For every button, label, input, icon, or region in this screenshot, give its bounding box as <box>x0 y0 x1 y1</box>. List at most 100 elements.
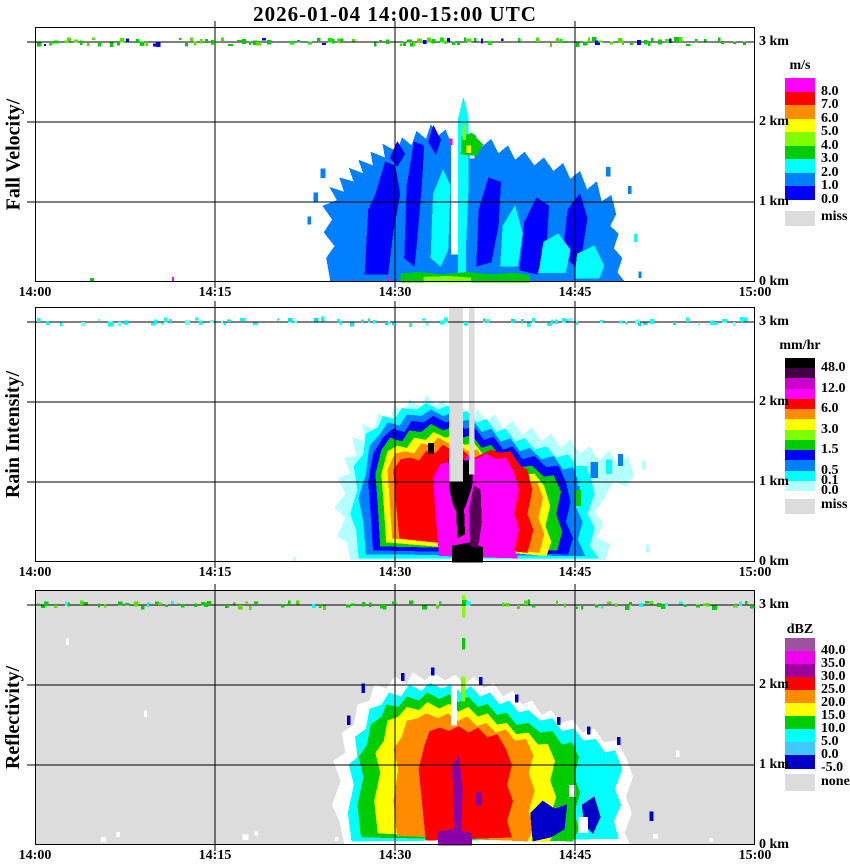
speckle <box>98 603 101 608</box>
speckle <box>140 41 145 46</box>
x-tick-label: 14:00 <box>18 565 52 580</box>
speckle <box>718 37 721 42</box>
speckle <box>211 40 215 45</box>
speckle <box>744 317 748 322</box>
speckle <box>635 319 640 324</box>
speckle <box>695 38 698 43</box>
colorbar-swatch <box>785 450 815 461</box>
speckle <box>379 39 383 42</box>
speckle <box>37 42 42 47</box>
x-tick-label: 15:00 <box>738 565 772 580</box>
colorbar-swatch <box>785 664 815 678</box>
echo-speck <box>401 673 405 681</box>
speckle <box>312 604 315 608</box>
speckle <box>314 318 319 322</box>
echo-speck <box>575 490 581 506</box>
x-tick-label: 15:00 <box>738 285 772 300</box>
colorbar-tick-label: 0.0 <box>821 191 839 207</box>
speckle <box>467 38 472 43</box>
speckle <box>439 601 442 604</box>
speckle <box>423 40 427 44</box>
speckle <box>308 41 313 45</box>
plot-area-fall-velocity <box>27 21 755 288</box>
speckle <box>422 318 427 321</box>
echo-speck <box>66 638 70 645</box>
colorbar-tick-label: 30.0 <box>821 669 846 684</box>
speckle <box>598 40 603 43</box>
speckle <box>657 602 661 607</box>
speckle <box>110 42 114 47</box>
colorbar-rain-intensity: mm/hr 48.0 12.0 6.0 3.0 1.5 0.5 0.1 0.0 miss <box>779 338 850 518</box>
echo-layer <box>452 755 463 834</box>
speckle <box>592 37 597 41</box>
speckle <box>575 606 578 609</box>
speckle <box>474 37 477 42</box>
speckle <box>518 38 521 42</box>
speckle <box>37 603 40 606</box>
speckle <box>698 323 700 326</box>
speckle <box>576 42 580 48</box>
colorbar-swatch <box>785 742 815 756</box>
speckle <box>388 320 391 325</box>
x-tick-label: 14:30 <box>378 565 412 580</box>
y-tick-label: 0 km <box>759 837 789 852</box>
speckle <box>134 601 139 607</box>
speckle <box>83 602 88 605</box>
echo-speck <box>242 834 249 841</box>
colorbar-tick-label: 1.0 <box>821 178 839 193</box>
speckle <box>564 41 568 44</box>
speckle <box>710 320 714 326</box>
speckle <box>108 321 113 327</box>
speckle <box>556 38 560 42</box>
colorbar-tick-label: 12.0 <box>821 380 846 396</box>
echo-speck <box>578 817 589 833</box>
speckle <box>126 38 129 42</box>
speckle <box>679 601 683 605</box>
speckle <box>120 38 125 43</box>
speckle <box>400 43 403 46</box>
speckle <box>242 39 246 44</box>
speckle <box>444 317 449 323</box>
colorbar-swatch <box>785 755 815 769</box>
speckle <box>569 317 573 322</box>
ylabel-rain-intensity-text: Rain Intensity/ <box>2 370 25 499</box>
x-tick-label: 14:00 <box>18 285 52 300</box>
speckle <box>625 321 628 325</box>
speckle <box>351 603 355 607</box>
echo-speck <box>606 459 613 474</box>
speckle <box>346 604 351 608</box>
speckle <box>337 319 341 323</box>
colorbar-swatch <box>785 358 815 369</box>
speckle <box>221 37 224 42</box>
speckle <box>595 40 600 46</box>
speckle <box>743 41 746 45</box>
speckle <box>117 40 120 46</box>
y-tick-label: 3 km <box>759 34 789 49</box>
speckle <box>362 602 365 607</box>
speckle <box>601 605 604 609</box>
colorbar-tick-label: 10.0 <box>821 721 846 736</box>
colorbar-fall-velocity: m/s 8.0 7.0 6.0 5.0 4.0 3.0 2.0 1.0 0.0 miss <box>783 58 850 288</box>
speckle <box>651 38 654 41</box>
speckle <box>432 38 436 44</box>
speckle <box>194 41 197 46</box>
speckle <box>550 43 553 47</box>
speckle <box>600 319 603 323</box>
speckle <box>317 38 321 42</box>
speckle <box>686 43 691 46</box>
colorbar-tick-label: 5.0 <box>821 124 839 139</box>
echo-speck <box>649 811 654 821</box>
speckle <box>466 601 471 606</box>
echo-layer <box>500 204 523 267</box>
speckle <box>733 604 738 608</box>
echo-speck <box>627 186 632 194</box>
echo-speck <box>569 785 577 797</box>
speckle <box>413 41 416 47</box>
speckle <box>368 318 371 323</box>
colorbar-tick-label: -5.0 <box>821 760 844 775</box>
speckle <box>337 38 341 44</box>
colorbar-swatch <box>785 186 815 200</box>
speckle <box>44 43 47 46</box>
echo-speck <box>254 831 259 836</box>
speckle <box>373 319 377 324</box>
